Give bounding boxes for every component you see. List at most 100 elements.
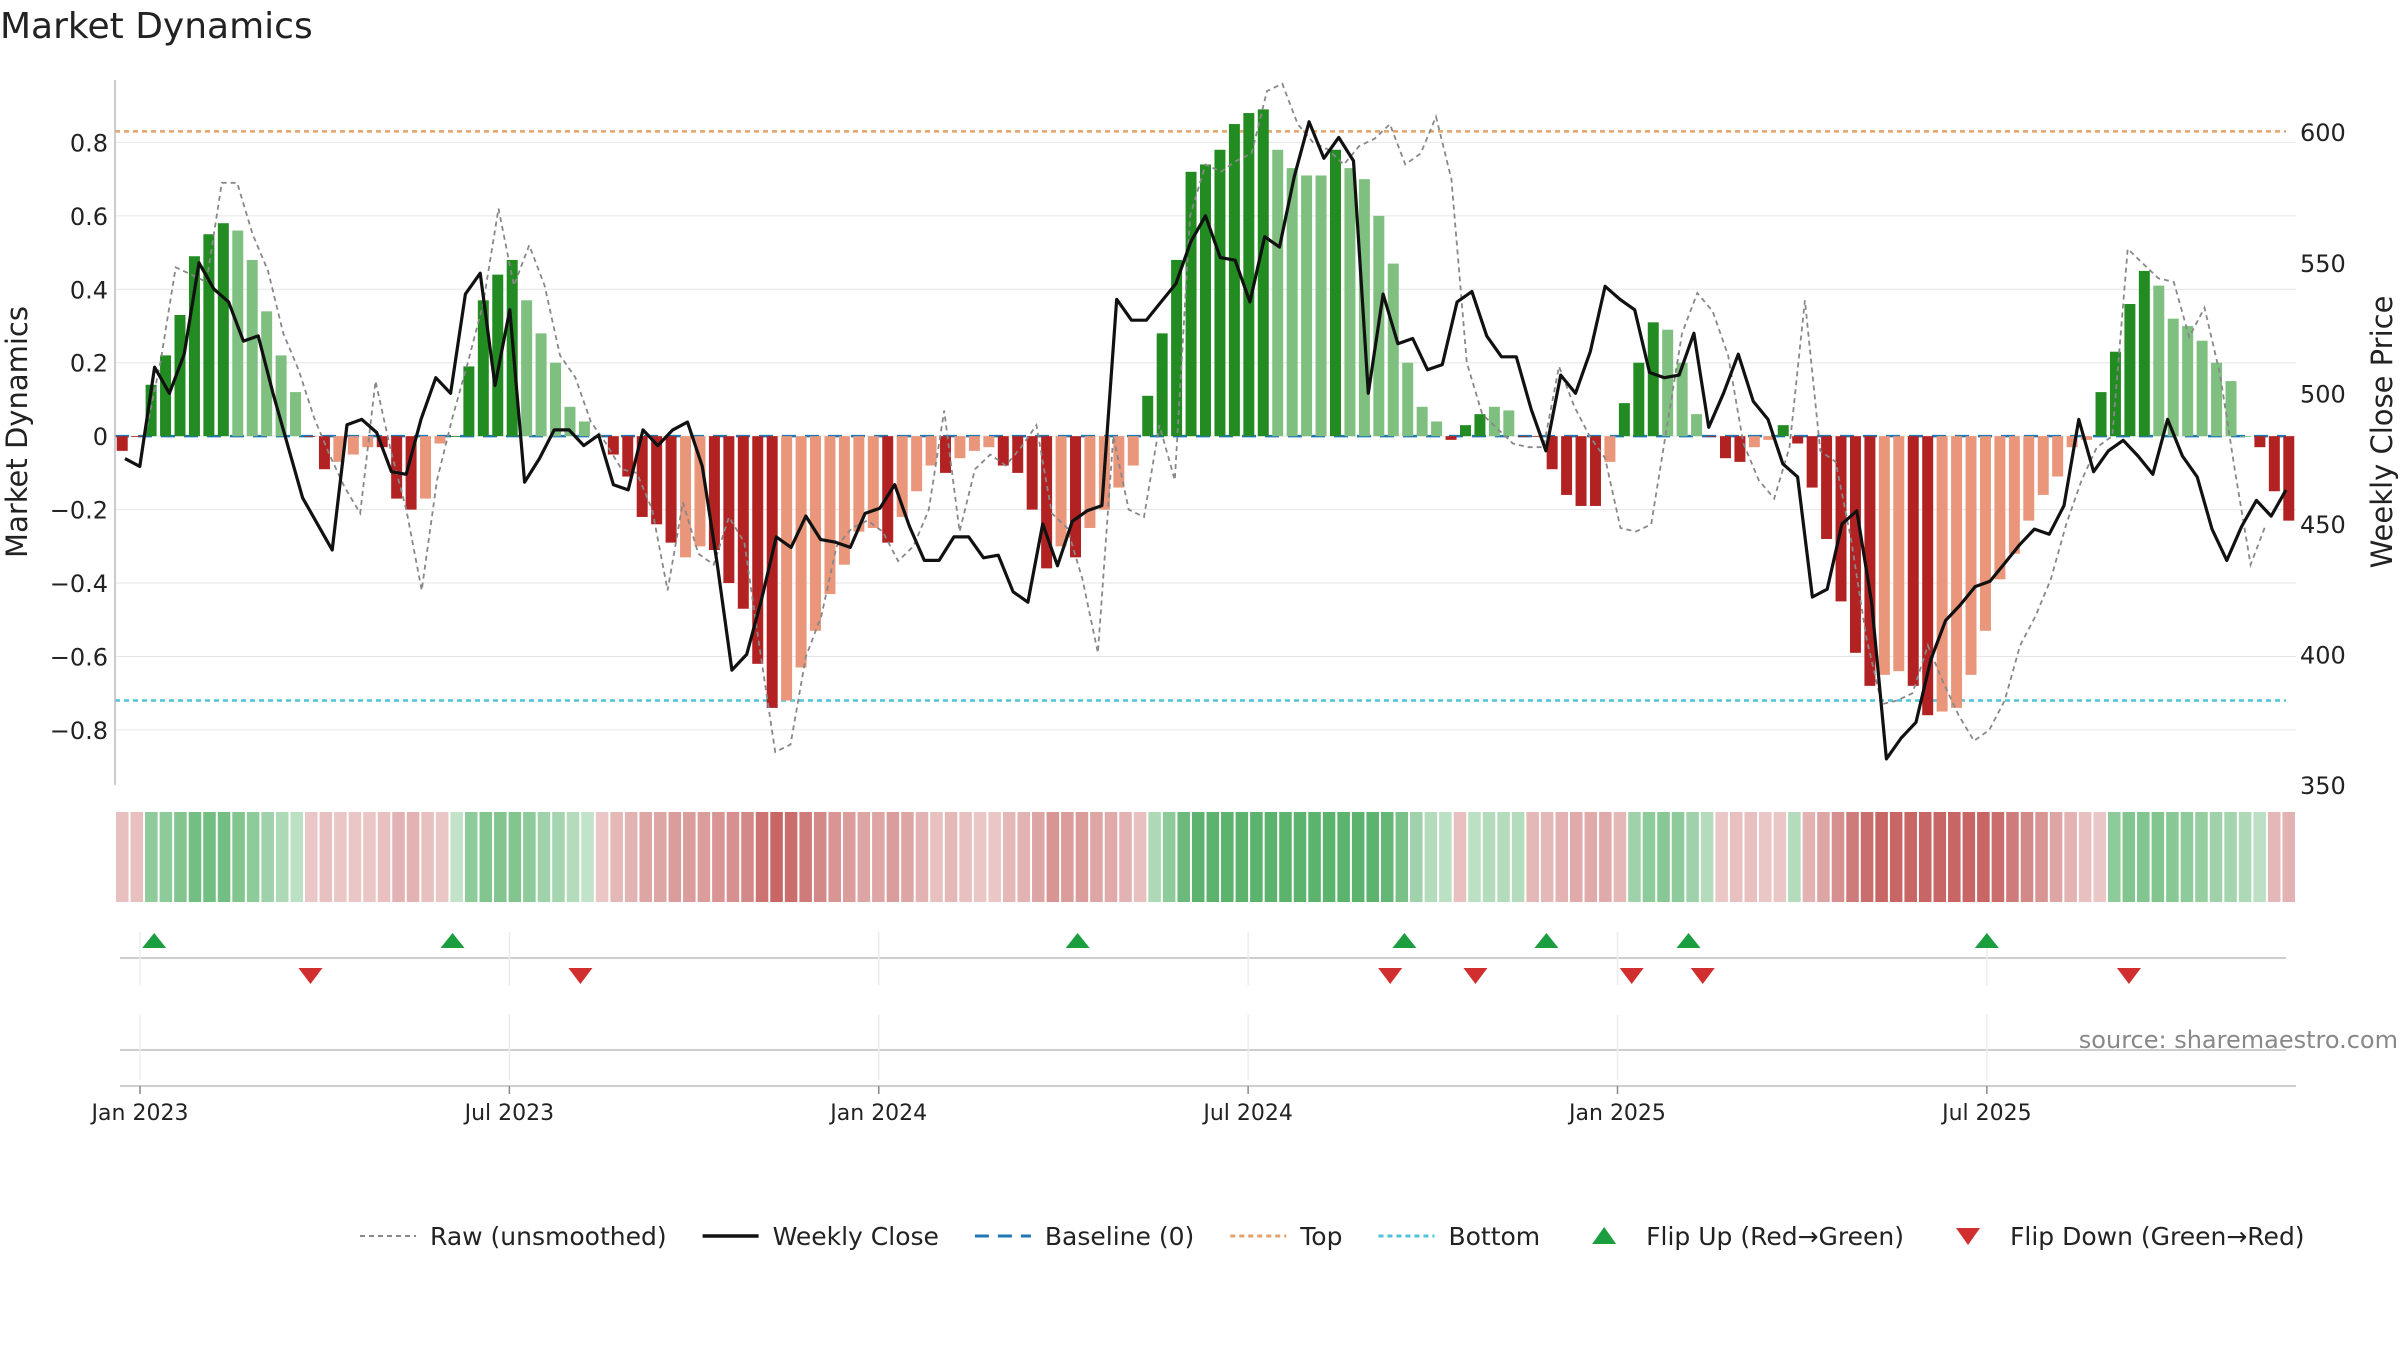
dynamics-bar — [2124, 303, 2136, 437]
dynamics-bar — [477, 300, 489, 437]
dynamics-bar — [1156, 333, 1168, 437]
dynamics-bar — [766, 436, 778, 708]
dynamics-bar — [867, 436, 879, 528]
x-tick-label: Jul 2024 — [1201, 1101, 1293, 1126]
heat-strip-cell — [232, 812, 245, 902]
heat-strip-cell — [1729, 812, 1743, 902]
raw-unsmoothed-line — [144, 82, 2267, 754]
heat-strip-cell — [1264, 812, 1278, 902]
dynamics-bar — [2066, 436, 2078, 448]
heat-strip-cell — [1177, 812, 1190, 902]
heat-strip-cell — [1759, 812, 1772, 902]
dynamics-bar — [1734, 436, 1746, 462]
heat-strip-cell — [1599, 812, 1612, 902]
heat-strip-cell — [1380, 812, 1394, 902]
heat-strip-cell — [305, 812, 318, 902]
heat-strip-cell — [217, 812, 231, 902]
legend-item-baseline: Baseline (0) — [974, 1222, 1194, 1251]
legend-label: Baseline (0) — [1045, 1222, 1194, 1251]
heat-strip-cell — [1250, 812, 1263, 902]
dynamics-bar — [1517, 436, 1529, 437]
heat-strip-cell — [261, 812, 274, 902]
y-tick-label: −0.8 — [50, 717, 108, 745]
dynamics-bar — [1647, 322, 1659, 437]
dynamics-bar — [304, 436, 316, 437]
heat-strip-cell — [363, 812, 376, 902]
dynamics-bar — [1705, 436, 1717, 437]
dynamics-bar — [1719, 436, 1731, 459]
dynamics-bar — [665, 436, 677, 543]
heat-strip-cell — [2078, 812, 2092, 902]
heat-strip-cell — [1497, 812, 1510, 902]
heat-strip-cell — [1511, 812, 1525, 902]
legend-label: Weekly Close — [773, 1222, 939, 1251]
heat-strip-cell — [1526, 812, 1539, 902]
dynamics-bar — [1893, 436, 1905, 672]
legend-item-close: Weekly Close — [702, 1222, 939, 1251]
heat-strip-cell — [1918, 812, 1932, 902]
y2-tick-label: 550 — [2300, 250, 2346, 278]
dynamics-bar — [737, 436, 749, 609]
dynamics-bar — [1459, 425, 1471, 437]
heat-strip-cell — [348, 812, 362, 902]
heat-strip-cell — [1046, 812, 1060, 902]
y-tick-label: 0.8 — [70, 129, 108, 157]
x-tick-label: Jan 2024 — [828, 1101, 927, 1126]
heat-strip-cell — [1977, 812, 1990, 902]
heat-strip-cell — [1453, 812, 1467, 902]
heat-strip-cell — [1933, 812, 1947, 902]
heat-strip-cell — [1322, 812, 1336, 902]
heat-strip-cell — [1889, 812, 1903, 902]
heat-strip-cell — [683, 812, 696, 902]
heat-strip-cell — [1395, 812, 1409, 902]
dynamics-bar — [1488, 406, 1500, 437]
dynamics-bar — [347, 436, 359, 455]
y-tick-label: 0.4 — [70, 276, 108, 304]
dynamics-bar — [2081, 436, 2093, 440]
dynamics-bar — [2008, 436, 2020, 554]
dynamics-bar — [1214, 149, 1226, 437]
heat-strip-cell — [1308, 812, 1321, 902]
heat-strip-cell — [639, 812, 652, 902]
flip-up-marker — [1974, 933, 1999, 948]
legend-label: Bottom — [1448, 1222, 1540, 1251]
heat-strip-cell — [2209, 812, 2223, 902]
flip-up-marker — [1676, 933, 1701, 948]
dynamics-bar — [1633, 362, 1645, 437]
heat-strip-cell — [799, 812, 812, 902]
heat-strip-cell — [246, 812, 260, 902]
heat-strip — [116, 812, 2295, 902]
dynamics-bar — [1561, 436, 1573, 495]
heat-strip-cell — [2253, 812, 2266, 902]
legend-swatch — [1592, 1227, 1617, 1244]
heat-strip-cell — [116, 812, 129, 902]
heat-strip-cell — [1991, 812, 2005, 902]
dynamics-bar — [1922, 436, 1934, 716]
dynamics-bar — [578, 421, 590, 437]
dynamics-bar — [2182, 326, 2194, 437]
heat-strip-cell — [1846, 812, 1859, 902]
dynamics-bar — [564, 406, 576, 437]
heat-strip-cell — [421, 812, 434, 902]
heat-strip-cell — [1904, 812, 1917, 902]
dynamics-bar — [954, 436, 966, 459]
flip-down-marker — [568, 968, 593, 984]
heat-strip-cell — [2093, 812, 2106, 902]
heat-strip-cell — [464, 812, 478, 902]
dynamics-bar — [1185, 171, 1197, 437]
heat-strip-cell — [813, 812, 827, 902]
dynamics-bar — [1618, 403, 1630, 437]
x-tick-label: Jan 2023 — [90, 1101, 189, 1126]
heat-strip-cell — [145, 812, 158, 902]
dynamics-bar — [521, 300, 533, 437]
heat-strip-cell — [1584, 812, 1598, 902]
dynamics-bar — [622, 436, 634, 477]
dynamics-bar — [1994, 436, 2006, 580]
heat-strip-cell — [901, 812, 914, 902]
flip-up-marker — [1065, 933, 1090, 948]
dynamics-bar — [1387, 263, 1399, 437]
dynamics-bar — [983, 436, 995, 448]
flip-down-marker — [2116, 968, 2141, 984]
bar-layer — [116, 109, 2295, 716]
heat-strip-cell — [1075, 812, 1089, 902]
